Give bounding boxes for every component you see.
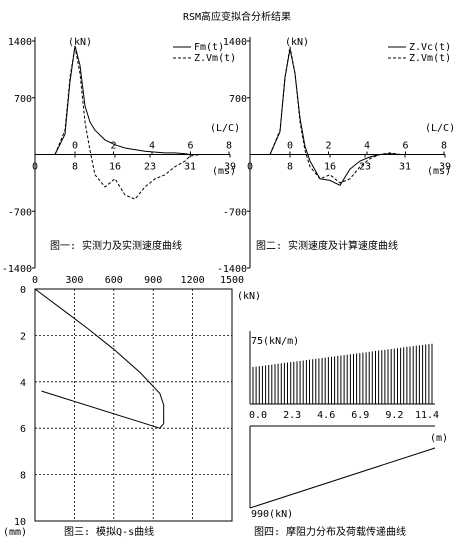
x-tick-label: 8 [287, 162, 293, 173]
legend-label: Z.Vm(t) [194, 53, 236, 64]
x-tick-label: 0 [247, 162, 253, 173]
y-tick-label: -700 [223, 207, 247, 218]
y-tick-label: 1400 [8, 37, 32, 48]
x-unit-label: (ms) [212, 166, 236, 177]
x-unit-label: (ms) [427, 166, 451, 177]
series-z-vm-t- [250, 46, 445, 184]
x-tick-label: 11.4 [415, 410, 439, 421]
x-tick-label: 9.2 [385, 410, 403, 421]
qs-curve [34, 288, 165, 429]
x2-tick-label: 0 [72, 141, 78, 152]
y-unit-label: (kN) [68, 37, 92, 48]
x2-tick-label: 2 [110, 141, 116, 152]
x2-tick-label: 8 [441, 141, 447, 152]
x-tick-label: 23 [144, 162, 156, 173]
y-unit-label: (mm) [3, 527, 27, 538]
x2-tick-label: 0 [287, 141, 293, 152]
y-tick-label: 700 [229, 94, 247, 105]
x-tick-label: 0 [32, 162, 38, 173]
x-tick-label: 600 [105, 275, 123, 286]
top-unit-label: 75(kN/m) [251, 336, 299, 347]
y-tick-label: 10 [14, 517, 26, 528]
y-tick-label: 2 [20, 331, 26, 342]
x-unit-label: (m) [430, 433, 448, 444]
series-z-vm-t- [35, 46, 230, 200]
y-tick-label: 700 [14, 94, 32, 105]
x-tick-label: 0.0 [249, 410, 267, 421]
y-tick-label: -700 [8, 207, 32, 218]
legend-label: Fm(t) [194, 42, 224, 53]
x2-tick-label: 8 [226, 141, 232, 152]
x-tick-label: 8 [72, 162, 78, 173]
x-tick-label: 31 [184, 162, 196, 173]
x2-tick-label: 6 [402, 141, 408, 152]
y-tick-label: 1400 [223, 37, 247, 48]
chart-measured-force-velocity: (kN) (L/C) (ms) 图一: 实测力及实测速度曲线 1400 700 -7… [2, 37, 240, 275]
x-tick-label: 16 [324, 162, 336, 173]
chart-caption: 图四: 摩阻力分布及荷载传递曲线 [254, 525, 406, 538]
x2-tick-label: 4 [149, 141, 155, 152]
x2-unit-label: (L/C) [210, 123, 240, 134]
y-tick-label: 6 [20, 424, 26, 435]
y-tick-label: -1400 [2, 264, 32, 275]
x-tick-label: 2.3 [283, 410, 301, 421]
x-tick-label: 31 [399, 162, 411, 173]
x2-tick-label: 4 [364, 141, 370, 152]
legend-label: Z.Vm(t) [409, 53, 451, 64]
x-tick-label: 900 [144, 275, 162, 286]
x-tick-label: 1200 [181, 275, 205, 286]
x-tick-label: 1500 [220, 275, 244, 286]
figure-title: RSM高应变拟合分析结果 [183, 10, 291, 23]
x2-unit-label: (L/C) [425, 123, 455, 134]
x-tick-label: 39 [439, 162, 451, 173]
chart-friction-load-transfer: 75(kN/m) (m) 990(kN) 图四: 摩阻力分布及荷载传递曲线 0.… [249, 331, 448, 538]
chart-caption: 图一: 实测力及实测速度曲线 [50, 239, 182, 252]
series-z-vc-t- [250, 48, 445, 186]
x-tick-label: 4.6 [317, 410, 335, 421]
x-tick-label: 23 [359, 162, 371, 173]
x-tick-label: 16 [109, 162, 121, 173]
load-transfer-line [249, 447, 436, 509]
y-tick-label: 8 [20, 471, 26, 482]
chart-caption: 图二: 实测速度及计算速度曲线 [256, 239, 398, 252]
x-tick-label: 0 [32, 275, 38, 286]
x-unit-label: (kN) [237, 291, 261, 302]
series-fm-t- [35, 45, 230, 155]
y-tick-label: -1400 [217, 264, 247, 275]
x-tick-label: 6.9 [351, 410, 369, 421]
y-tick-label: 0 [20, 285, 26, 296]
x2-tick-label: 2 [325, 141, 331, 152]
x-tick-label: 39 [224, 162, 236, 173]
y-tick-label: 4 [20, 378, 26, 389]
chart-qs-curve: (kN) (mm) 图三: 模拟Q-s曲线 0 300 600 900 1200 1500… [3, 275, 261, 538]
y-unit-label: (kN) [285, 37, 309, 48]
x2-tick-label: 6 [187, 141, 193, 152]
plot-frame [34, 288, 233, 522]
chart-measured-computed-velocity: (kN) (L/C) (ms) 图二: 实测速度及计算速度曲线 1400 700 -… [217, 37, 455, 275]
chart-caption: 图三: 模拟Q-s曲线 [64, 525, 154, 538]
bottom-value-label: 990(kN) [251, 509, 293, 520]
x-tick-label: 300 [65, 275, 83, 286]
legend-label: Z.Vc(t) [409, 42, 451, 53]
